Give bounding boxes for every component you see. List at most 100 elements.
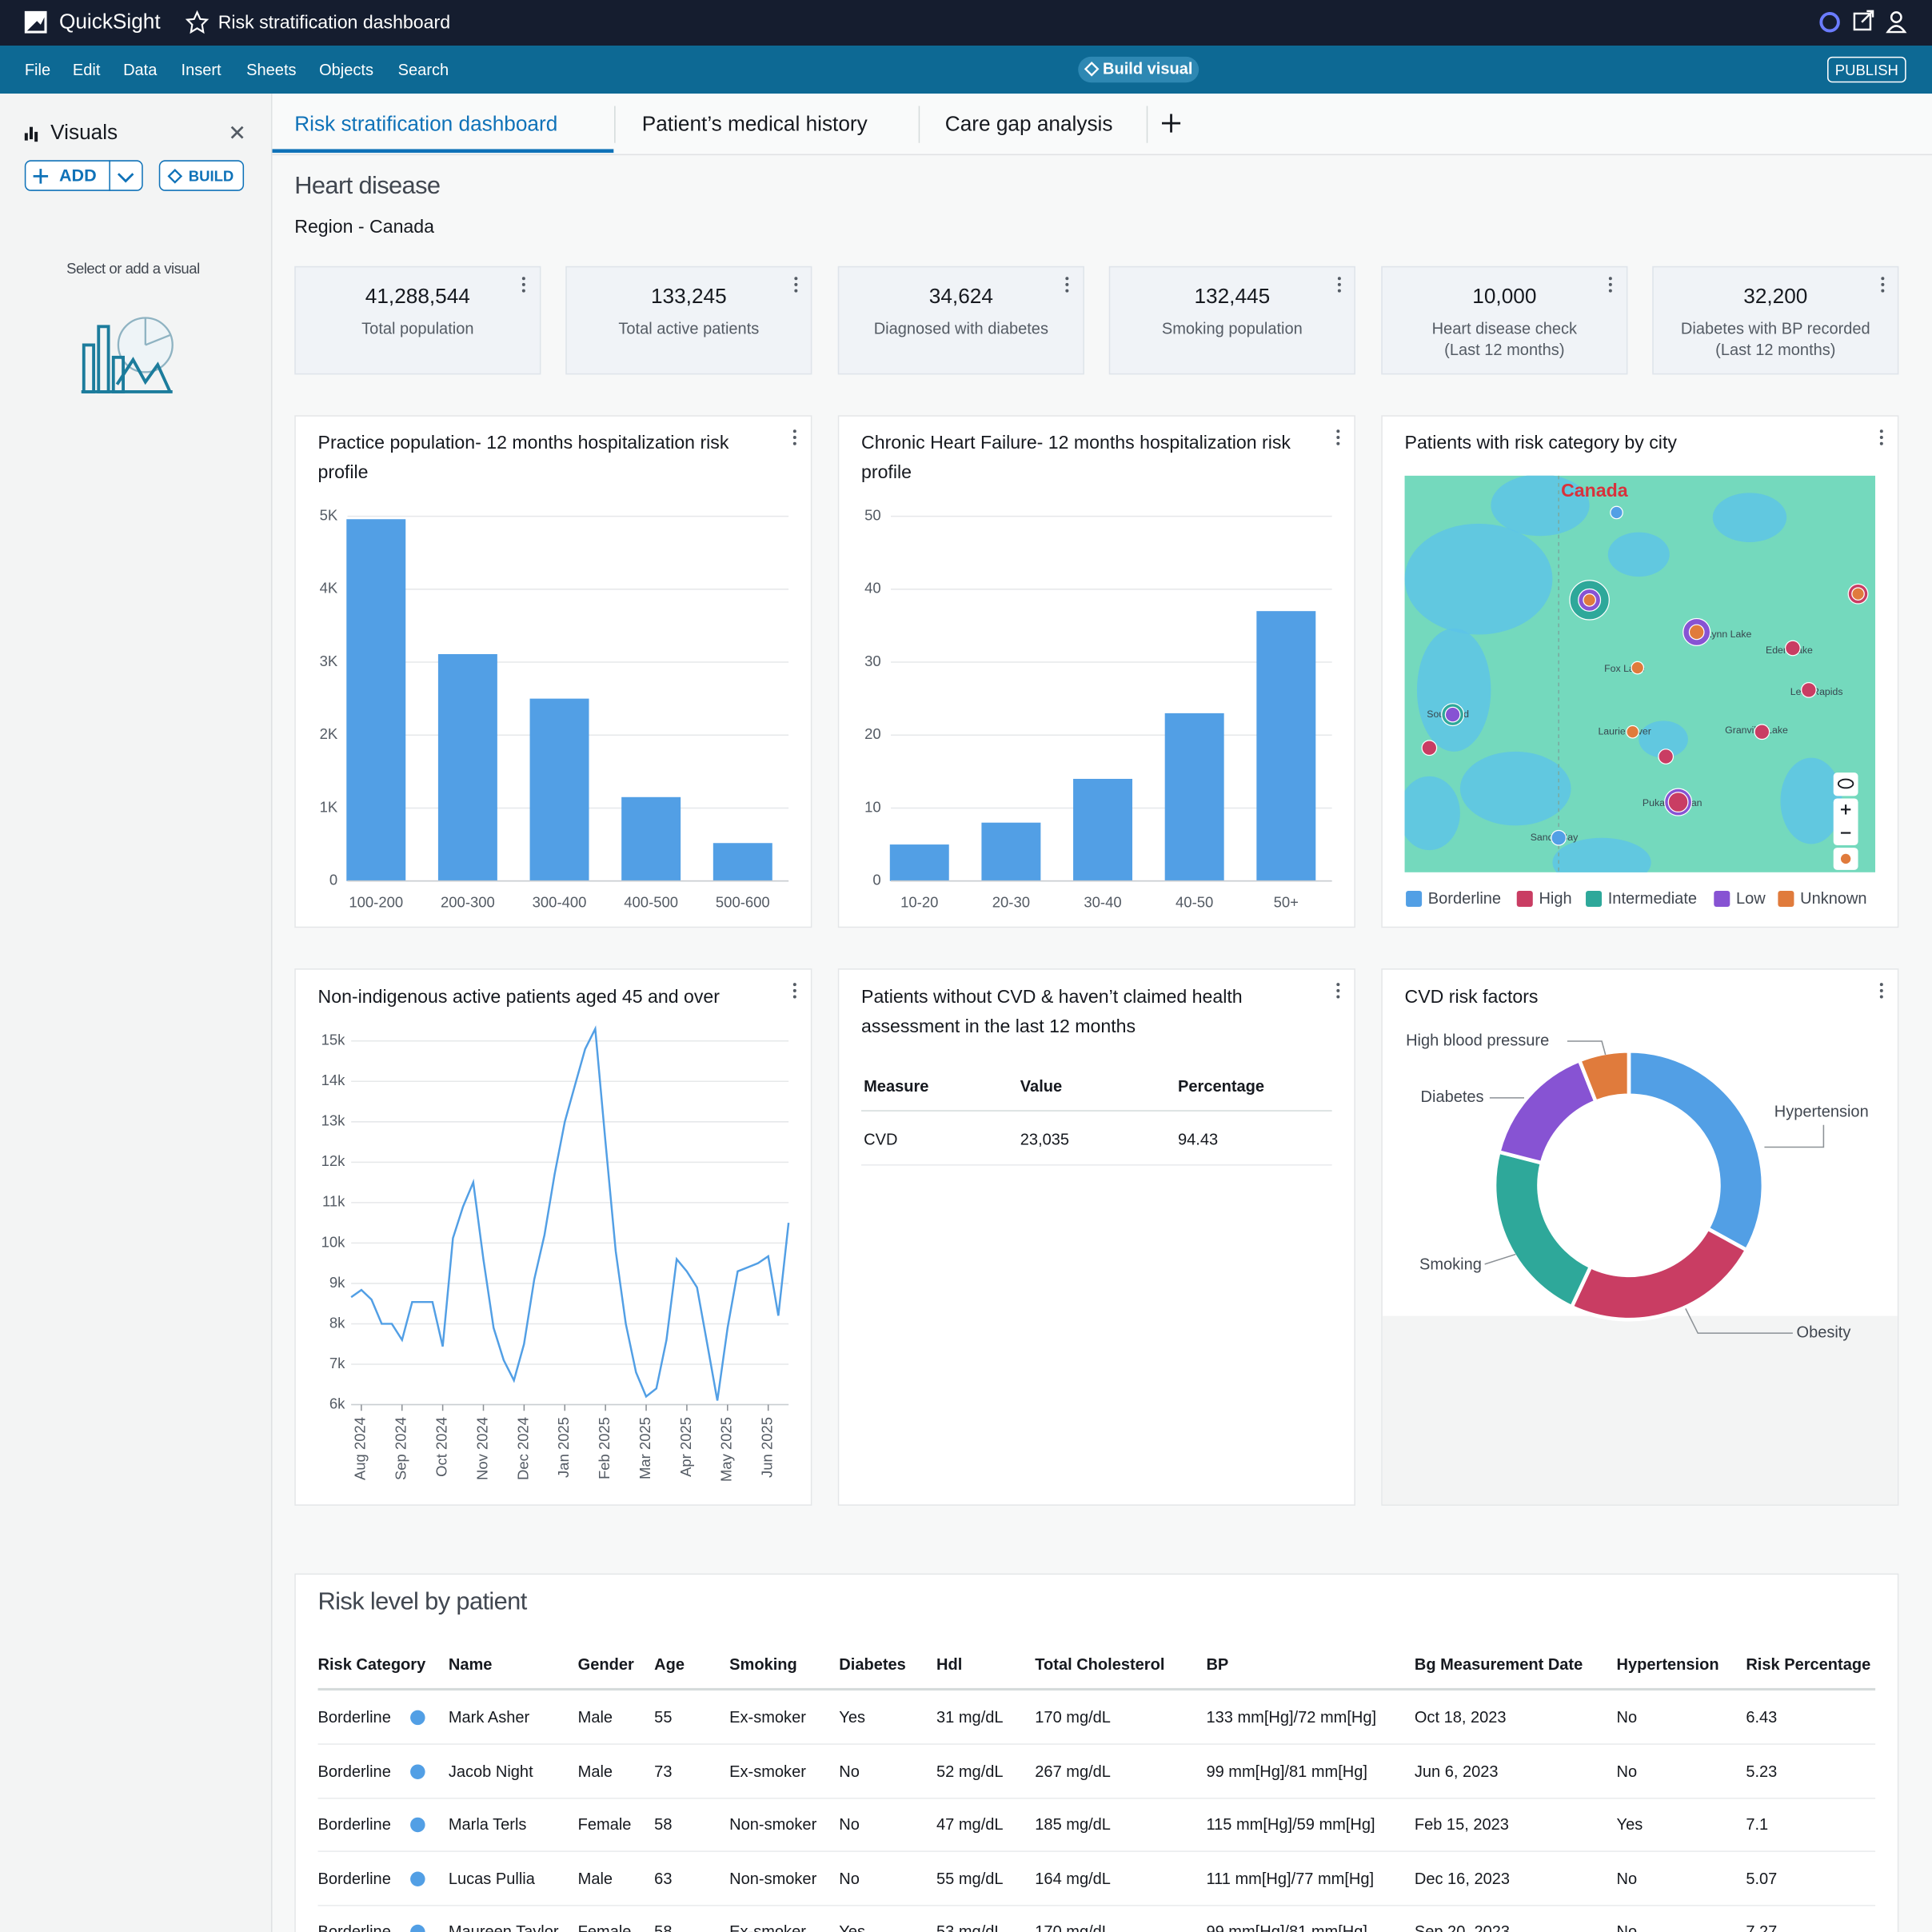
table-cell: 55 (654, 1707, 673, 1726)
menu-item[interactable]: Sheets (246, 60, 297, 79)
table-cell: No (839, 1814, 860, 1834)
chart-title: Practice population- 12 months hospitali… (317, 432, 729, 483)
kpi-label: Diabetes with BP recorded (1680, 318, 1870, 338)
menu-item[interactable]: Edit (72, 60, 101, 79)
column-header: Risk Percentage (1746, 1655, 1871, 1674)
table-cell: 52 mg/dL (936, 1761, 1004, 1780)
table-cell: Borderline (317, 1707, 391, 1726)
table-cell: 164 mg/dL (1035, 1868, 1111, 1888)
column-header: Hypertension (1616, 1655, 1719, 1674)
sheet-tab[interactable]: Care gap analysis (944, 112, 1113, 136)
table-cell: 185 mg/dL (1035, 1814, 1111, 1834)
visuals-panel (0, 94, 273, 1932)
table-cell: No (1616, 1707, 1638, 1726)
panel-hint: Select or add a visual (66, 259, 200, 277)
table-cell: 170 mg/dL (1035, 1707, 1111, 1726)
table-cell: Non-smoker (729, 1868, 817, 1888)
kpi-card (1108, 265, 1355, 375)
menu-item[interactable]: File (24, 60, 51, 79)
table-cell: 99 mm[Hg]/81 mm[Hg] (1206, 1761, 1367, 1780)
table-cell: 73 (654, 1761, 673, 1780)
table-cell: 99 mm[Hg]/81 mm[Hg] (1206, 1922, 1367, 1932)
column-header: Risk Category (317, 1655, 426, 1674)
risk-dot (410, 1925, 425, 1932)
menu-item[interactable]: Search (397, 60, 449, 79)
table-cell: Maureen Taylor (448, 1922, 559, 1932)
row-rule (317, 1904, 1876, 1906)
column-header: Name (448, 1655, 493, 1674)
build-visual-label[interactable]: Build visual (1103, 58, 1193, 78)
table-cell: Male (577, 1868, 613, 1888)
row-rule (861, 1164, 1332, 1166)
row-rule (317, 1743, 1876, 1745)
build-button[interactable] (158, 160, 245, 191)
table-cell: Female (577, 1814, 632, 1834)
sheet-tab[interactable]: Risk stratification dashboard (294, 112, 558, 136)
table-cell: 63 (654, 1868, 673, 1888)
table-cell: 6.43 (1746, 1707, 1778, 1726)
kpi-label: Total population (361, 318, 474, 338)
risk-dot (410, 1871, 425, 1886)
table-cell: 58 (654, 1814, 673, 1834)
column-header: Gender (577, 1655, 634, 1674)
table-cell: 94.43 (1178, 1129, 1219, 1148)
table-cell: No (1616, 1761, 1638, 1780)
top-bar (0, 0, 1932, 46)
column-header: Diabetes (839, 1655, 906, 1674)
table-cell: 53 mg/dL (936, 1922, 1004, 1932)
table-cell: Yes (839, 1707, 865, 1726)
table-cell: No (839, 1868, 860, 1888)
panel-title: Visuals (50, 121, 118, 145)
table-title: Patients without CVD & haven’t claimed h… (861, 987, 1243, 1038)
table-cell: CVD (864, 1129, 898, 1148)
publish-button[interactable] (1827, 56, 1906, 83)
kpi-label: Total active patients (618, 318, 760, 338)
table-title: Risk level by patient (317, 1588, 528, 1616)
publish-label[interactable]: PUBLISH (1834, 61, 1898, 78)
table-cell: Ex-smoker (729, 1761, 806, 1780)
table-cell: Borderline (317, 1868, 391, 1888)
menu-item[interactable]: Data (123, 60, 158, 79)
kpi-card (565, 265, 812, 375)
menu-item[interactable]: Objects (319, 60, 373, 79)
table-cell: 170 mg/dL (1035, 1922, 1111, 1932)
chart-title: Chronic Heart Failure- 12 months hospita… (861, 432, 1291, 483)
table-cell: 5.07 (1746, 1868, 1778, 1888)
kpi-card (1652, 265, 1899, 375)
column-header: Measure (864, 1076, 929, 1096)
kpi-card (294, 265, 541, 375)
table-cell: Feb 15, 2023 (1414, 1814, 1509, 1834)
table-cell: Ex-smoker (729, 1922, 806, 1932)
table-cell: 7.1 (1746, 1814, 1769, 1834)
chart-title: Non-indigenous active patients aged 45 a… (317, 987, 720, 1008)
kpi-card (837, 265, 1084, 375)
table-cell: Male (577, 1761, 613, 1780)
kpi-sublabel: (Last 12 months) (1444, 340, 1565, 359)
table-cell: Male (577, 1707, 613, 1726)
table-cell: 111 mm[Hg]/77 mm[Hg] (1206, 1868, 1375, 1888)
kpi-card (1381, 265, 1628, 375)
card-footer-shade (1382, 1315, 1898, 1505)
tab-bar (272, 94, 1932, 156)
kpi-value: 133,245 (650, 285, 727, 309)
row-rule (317, 1797, 1876, 1798)
header-rule (317, 1687, 1876, 1690)
sheet-tab[interactable]: Patient’s medical history (641, 112, 868, 136)
table-cell: Borderline (317, 1922, 391, 1932)
risk-dot (410, 1710, 425, 1726)
build-label[interactable]: BUILD (188, 166, 234, 185)
table-cell: 7.27 (1746, 1922, 1778, 1932)
column-header: Smoking (729, 1655, 797, 1674)
table-cell: Female (577, 1922, 632, 1932)
menu-item[interactable]: Insert (181, 60, 222, 79)
row-rule (317, 1850, 1876, 1853)
kpi-value: 132,445 (1194, 285, 1271, 309)
sheet-title: Heart disease (294, 172, 441, 200)
kpi-value: 41,288,544 (365, 285, 470, 309)
table-cell: Yes (839, 1922, 865, 1932)
column-header: Age (654, 1655, 685, 1674)
visual-card (837, 415, 1355, 928)
add-label[interactable]: ADD (58, 165, 97, 186)
table-cell: 55 mg/dL (936, 1868, 1004, 1888)
